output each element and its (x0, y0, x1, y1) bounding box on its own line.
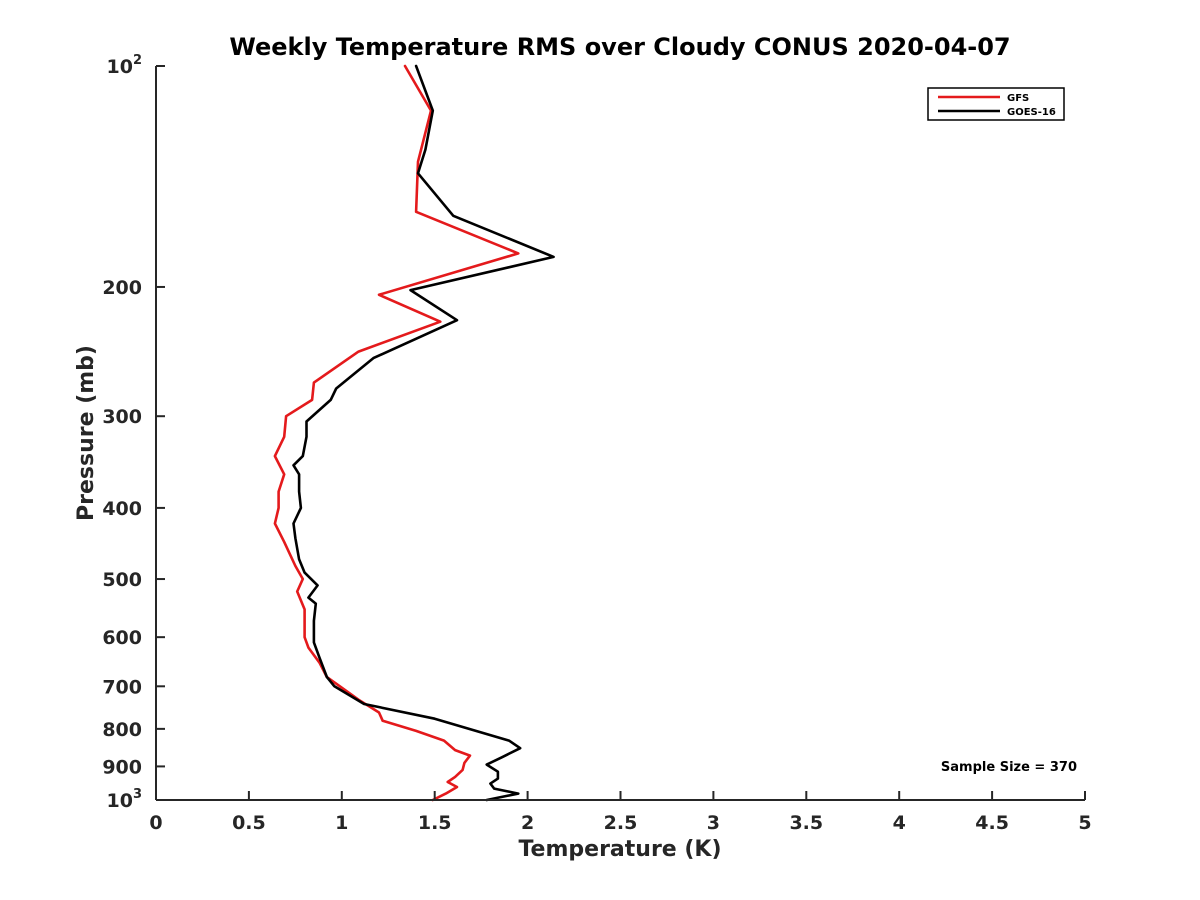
y-tick-label: 700 (102, 676, 142, 698)
y-tick-label: 600 (102, 627, 142, 649)
chart-title: Weekly Temperature RMS over Cloudy CONUS… (229, 33, 1010, 61)
series-line-goes16 (292, 64, 555, 802)
y-tick-label: 400 (102, 498, 142, 520)
x-tick-label: 4 (893, 812, 906, 834)
legend-label-goes16: GOES-16 (1007, 107, 1056, 118)
x-tick-label: 1.5 (418, 812, 452, 834)
x-axis-label: Temperature (K) (518, 837, 721, 862)
x-tick-label: 4.5 (975, 812, 1009, 834)
x-axis: 0 0.5 1 1.5 2 2.5 3 3.5 4 4.5 5 (149, 791, 1092, 834)
y-axis-label: Pressure (mb) (74, 345, 99, 521)
legend-label-gfs: GFS (1007, 93, 1029, 104)
x-tick-label: 0.5 (232, 812, 266, 834)
x-tick-label: 1 (335, 812, 348, 834)
y-tick-label: 102 (107, 53, 143, 78)
legend-box (927, 87, 1065, 121)
y-tick-label: 300 (102, 406, 142, 428)
x-tick-label: 0 (149, 812, 162, 834)
y-tick-label: 103 (107, 787, 143, 812)
x-tick-label: 2.5 (604, 812, 638, 834)
legend: GFS GOES-16 (927, 87, 1065, 121)
x-tick-label: 3.5 (789, 812, 823, 834)
x-tick-label: 3 (707, 812, 720, 834)
y-axis: 102 200 300 400 500 600 700 800 900 103 (102, 53, 165, 812)
y-tick-label: 800 (102, 719, 142, 741)
sample-size-annotation: Sample Size = 370 (941, 760, 1077, 775)
y-tick-label: 900 (102, 756, 142, 778)
x-tick-label: 5 (1078, 812, 1091, 834)
x-tick-label: 2 (521, 812, 534, 834)
y-tick-label: 500 (102, 569, 142, 591)
y-tick-label: 200 (102, 277, 142, 299)
plot-area (273, 64, 555, 802)
series-line-gfs (273, 64, 520, 802)
